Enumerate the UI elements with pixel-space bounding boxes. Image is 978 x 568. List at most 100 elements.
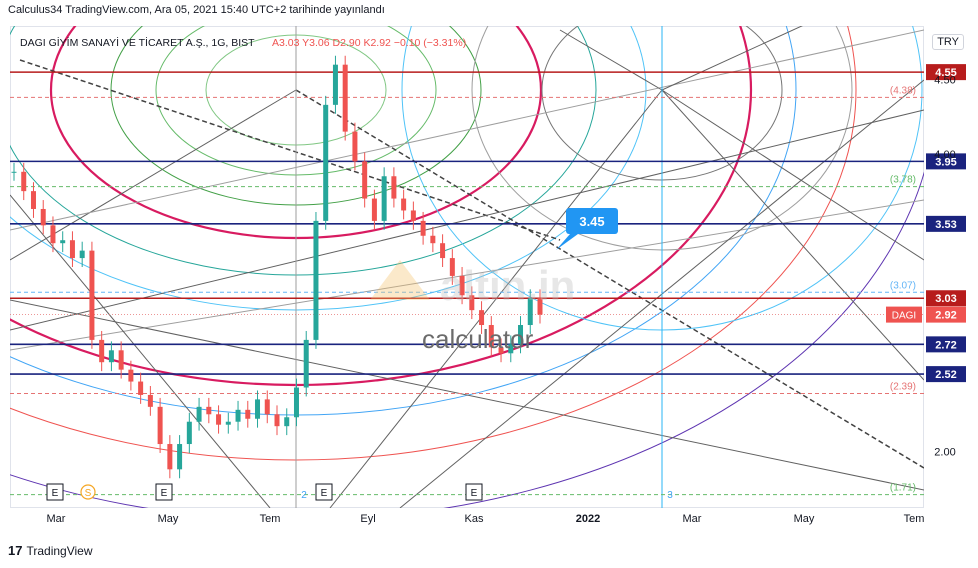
y-tick-label: 4.50	[934, 75, 955, 87]
candle-body	[459, 275, 465, 296]
level-tag	[926, 366, 966, 383]
candle-body	[508, 344, 514, 354]
candle-body	[255, 399, 261, 419]
candle-body	[60, 240, 66, 244]
x-tick-label: May	[794, 513, 815, 525]
price-series	[11, 55, 543, 479]
footer-brand: TradingView	[26, 543, 93, 558]
candle-body	[147, 394, 153, 407]
currency-button[interactable]: TRY	[932, 34, 964, 50]
levels-layer: 4.55 3.95 3.53 3.03 2.72 2.52 (4.38) (3.78) (3.0…	[10, 64, 966, 496]
chart-svg[interactable]: 4.55 3.95 3.53 3.03 2.72 2.52 (4.38) (3.78) (3.0…	[0, 0, 978, 540]
candle-body	[284, 417, 290, 427]
candle-body	[420, 220, 426, 236]
candle-body	[245, 409, 251, 419]
candle-body	[274, 414, 280, 427]
axes: Mar May Tem Eyl Kas 2022 Mar May Tem 4.50 4.00 2.00	[47, 75, 956, 525]
level-label: 2.52	[935, 369, 956, 381]
candle-body	[40, 208, 46, 226]
candle-body	[440, 243, 446, 259]
candle-body	[401, 198, 407, 211]
event-marker-label: E	[321, 488, 328, 499]
candle-body	[21, 171, 27, 192]
level-tag	[926, 290, 966, 307]
event-marker-label: E	[161, 488, 168, 499]
candle-body	[235, 409, 241, 422]
dashed-level-label: (2.39)	[890, 381, 916, 392]
level-label: 3.03	[935, 293, 956, 305]
candle-body	[498, 347, 504, 354]
candle-body	[449, 258, 455, 276]
candle-body	[518, 325, 524, 345]
time-marker-number: 3	[667, 490, 673, 501]
candle-body	[410, 210, 416, 221]
event-marker-label: E	[471, 488, 478, 499]
candle-body	[488, 325, 494, 348]
watermark: altin.in	[370, 260, 575, 309]
x-tick-label: Eyl	[360, 513, 375, 525]
event-marker-circle	[80, 484, 96, 500]
chart-frame[interactable]	[10, 26, 924, 508]
legend-symbol: DAGI GİYİM SANAYİ VE TİCARET A.Ş., 1G, B…	[20, 36, 255, 49]
candle-body	[138, 381, 144, 395]
candle-body	[362, 161, 368, 199]
candle-body	[469, 295, 475, 311]
candle-body	[313, 220, 319, 340]
candle-body	[89, 250, 95, 340]
x-tick-label: Kas	[465, 513, 484, 525]
last-price-label: 2.92	[935, 310, 956, 322]
candle-body	[225, 421, 231, 425]
tradingview-logo-icon: 17	[8, 543, 23, 558]
legend-ohlc: A3.03 Y3.06 D2.90 K2.92 −0.10 (−3.31%)	[272, 37, 466, 49]
level-tag	[926, 336, 966, 353]
last-price-tag	[926, 306, 966, 323]
dashed-level-label: (3.07)	[890, 280, 916, 291]
candle-body	[128, 369, 134, 382]
x-tick-label: 2022	[576, 513, 600, 525]
gann-lines	[10, 26, 924, 508]
level-tag	[926, 153, 966, 170]
candle-body	[430, 235, 436, 244]
candle-body	[323, 104, 329, 221]
candle-body	[381, 176, 387, 221]
candle-body	[293, 387, 299, 418]
event-marker-label: S	[85, 488, 92, 499]
level-label: 3.53	[935, 219, 956, 231]
dashed-level-label: (4.38)	[890, 85, 916, 96]
symbol-tag	[886, 306, 922, 323]
x-tick-label: Mar	[47, 513, 66, 525]
event-marker-box	[46, 483, 64, 501]
candle-body	[108, 350, 114, 363]
candle-body	[479, 310, 485, 326]
candle-body	[527, 298, 533, 326]
candle-body	[69, 240, 75, 259]
candle-body	[177, 444, 183, 470]
candle-body	[342, 64, 348, 132]
y-tick-label: 4.00	[934, 149, 955, 161]
dashed-level-label: (1.71)	[890, 483, 916, 494]
level-tag	[926, 215, 966, 232]
level-label: 2.72	[935, 339, 956, 351]
level-tag	[926, 64, 966, 81]
candle-body	[196, 406, 202, 422]
candle-body	[157, 406, 163, 445]
candle-body	[352, 131, 358, 162]
candle-body	[50, 225, 56, 244]
publish-header: Calculus34 TradingView.com, Ara 05, 2021…	[8, 4, 385, 16]
candle-body	[186, 421, 192, 445]
level-label: 4.55	[935, 67, 956, 79]
x-tick-label: Tem	[904, 513, 925, 525]
candle-body	[371, 198, 377, 221]
candle-body	[79, 250, 85, 259]
candle-body	[264, 399, 270, 415]
candle-body	[332, 64, 338, 105]
drawing-overlays	[10, 26, 924, 508]
level-label: 3.95	[935, 156, 956, 168]
candle-body	[11, 171, 17, 173]
candle-body	[303, 339, 309, 388]
candle-body	[118, 350, 124, 370]
candle-body	[216, 414, 222, 425]
x-tick-label: Tem	[260, 513, 281, 525]
watermark-sub: calculator	[422, 324, 534, 354]
event-marker-box	[465, 483, 483, 501]
